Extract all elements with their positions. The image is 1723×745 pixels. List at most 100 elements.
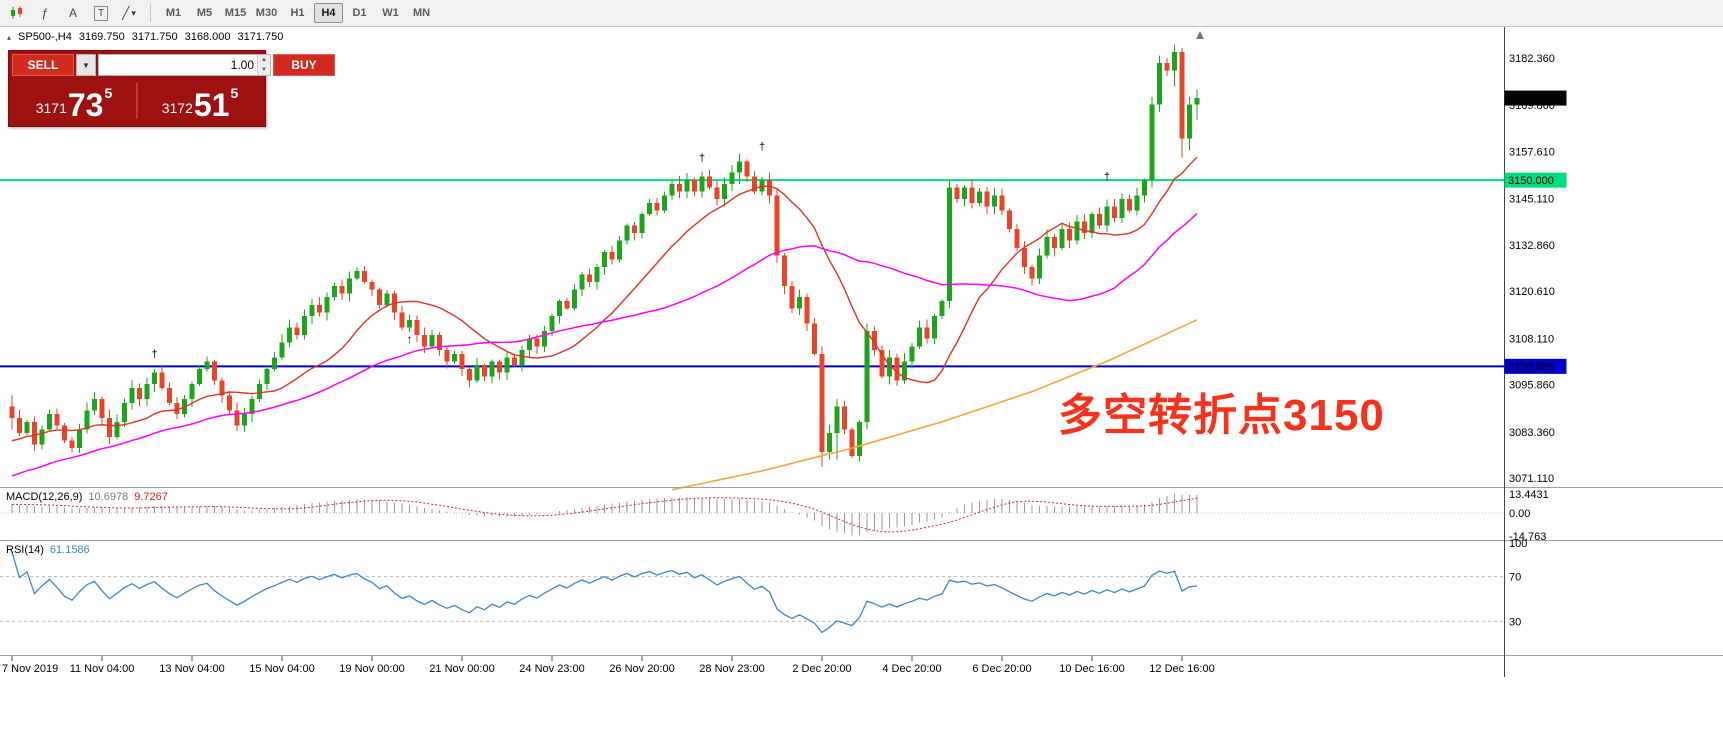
- chart-text-annotation[interactable]: 多空转折点3150: [1058, 391, 1385, 440]
- volume-spinner: ▲ ▼: [257, 55, 270, 75]
- volume-increase-button[interactable]: ▲: [258, 55, 270, 65]
- svg-text:3145.110: 3145.110: [1509, 194, 1554, 206]
- svg-text:3100.685: 3100.685: [1508, 361, 1554, 373]
- svg-text:0.00: 0.00: [1509, 508, 1530, 520]
- svg-text:24 Nov 23:00: 24 Nov 23:00: [519, 663, 584, 675]
- price-tags: 3171.750 3150.000 3100.685: [1504, 90, 1567, 374]
- svg-text:3120.610: 3120.610: [1509, 286, 1555, 298]
- svg-text:4 Dec 20:00: 4 Dec 20:00: [882, 663, 941, 675]
- buy-price-main: 51: [193, 86, 230, 123]
- toolbar: ƒ A T ╱ ▾ M1 M5 M15 M30 H1 H4 D1 W1 MN: [0, 0, 1723, 27]
- toolbar-separator: [150, 4, 151, 22]
- letter-t-glyph: T: [93, 5, 109, 21]
- chart-shift-icon[interactable]: [1196, 31, 1204, 39]
- timeframe-group: M1 M5 M15 M30 H1 H4 D1 W1 MN: [159, 3, 436, 23]
- chevron-down-icon: ▾: [131, 7, 136, 18]
- chart-markers[interactable]: † ↑ † † †: [151, 141, 1110, 361]
- function-glyph: ƒ: [41, 6, 49, 20]
- svg-text:2 Dec 20:00: 2 Dec 20:00: [792, 663, 851, 675]
- sell-price-prefix: 3171: [35, 100, 67, 116]
- svg-text:3182.360: 3182.360: [1509, 53, 1555, 65]
- sell-button[interactable]: SELL: [12, 54, 74, 76]
- svg-text:3083.360: 3083.360: [1509, 427, 1555, 439]
- svg-text:13 Nov 04:00: 13 Nov 04:00: [159, 663, 224, 675]
- chart-symbol-period: SP500-,H4: [18, 31, 72, 43]
- horizontal-line-objects[interactable]: [0, 179, 1504, 368]
- buy-price-display[interactable]: 3172 51 5: [138, 79, 262, 123]
- timeframe-d1[interactable]: D1: [352, 7, 367, 19]
- macd-header: MACD(12,26,9) 10.6978 9.7267: [6, 491, 168, 503]
- svg-text:21 Nov 00:00: 21 Nov 00:00: [429, 663, 494, 675]
- time-axis: 7 Nov 2019 11 Nov 04:00 13 Nov 04:00 15 Nov…: [2, 656, 1215, 675]
- timeframe-mn[interactable]: MN: [412, 7, 431, 19]
- svg-text:30: 30: [1509, 616, 1521, 628]
- svg-text:6 Dec 20:00: 6 Dec 20:00: [972, 663, 1031, 675]
- sell-price-pipette: 5: [104, 85, 113, 101]
- volume-input[interactable]: [99, 55, 257, 75]
- svg-text:↑: ↑: [407, 334, 413, 346]
- svg-text:100: 100: [1509, 538, 1527, 550]
- svg-text:3171.750: 3171.750: [1508, 93, 1554, 105]
- chart-symbol-icon: ▴: [7, 32, 12, 42]
- svg-text:70: 70: [1509, 572, 1521, 584]
- trendline-glyph: ╱: [122, 6, 130, 20]
- volume-decrease-button[interactable]: ▼: [258, 65, 270, 75]
- timeframe-m5[interactable]: M5: [196, 7, 213, 19]
- price-divider: [136, 83, 138, 119]
- rsi-value: 61.1586: [49, 544, 90, 556]
- svg-text:†: †: [1104, 171, 1110, 183]
- macd-signal-line: [12, 497, 1198, 533]
- chart-open-value: 3169.750: [78, 31, 125, 43]
- timeframe-m15[interactable]: M15: [224, 7, 247, 19]
- timeframe-h1[interactable]: H1: [290, 7, 305, 19]
- candlestick-glyph: [10, 6, 22, 19]
- svg-text:†: †: [759, 141, 765, 153]
- text-box-icon[interactable]: T: [88, 2, 114, 24]
- drawing-tools-icon[interactable]: ╱ ▾: [116, 2, 142, 24]
- sell-price-display[interactable]: 3171 73 5: [12, 79, 136, 123]
- macd-histogram: [11, 493, 1198, 536]
- svg-text:†: †: [151, 349, 157, 361]
- svg-text:3157.610: 3157.610: [1509, 146, 1555, 158]
- text-label-icon[interactable]: A: [60, 2, 86, 24]
- volume-dropdown-button[interactable]: ▼: [76, 54, 96, 76]
- svg-text:-14.763: -14.763: [1509, 531, 1546, 543]
- sell-price-main: 73: [67, 86, 104, 123]
- svg-text:†: †: [699, 152, 705, 164]
- macd-label: MACD(12,26,9): [6, 491, 83, 503]
- price-axis: 3182.3603169.8603157.6103145.1103132.860…: [1509, 53, 1555, 485]
- volume-input-wrap: ▲ ▼: [98, 54, 271, 76]
- svg-text:12 Dec 16:00: 12 Dec 16:00: [1149, 663, 1214, 675]
- chart-window: † ↑ † † † 3182.360 3169.860 3157.610 3145.110 313…: [0, 27, 1723, 745]
- svg-text:10 Dec 16:00: 10 Dec 16:00: [1059, 663, 1124, 675]
- chart-ohlc-header: ▴ SP500-,H4 3169.750 3171.750 3168.000 3…: [7, 31, 283, 43]
- rsi-level-lines: [0, 576, 1504, 622]
- one-click-trade-panel: SELL ▼ ▲ ▼ BUY 3171 73 5 3172 51 5: [8, 50, 335, 127]
- buy-button[interactable]: BUY: [273, 54, 335, 76]
- svg-text:26 Nov 20:00: 26 Nov 20:00: [609, 663, 674, 675]
- svg-text:3150.000: 3150.000: [1508, 175, 1554, 187]
- macd-signal-value: 9.7267: [134, 491, 168, 503]
- timeframe-w1[interactable]: W1: [382, 7, 399, 19]
- buy-price-prefix: 3172: [161, 100, 193, 116]
- svg-text:7 Nov 2019: 7 Nov 2019: [2, 663, 58, 675]
- svg-text:13.4431: 13.4431: [1509, 489, 1549, 501]
- candlestick-chart-icon[interactable]: [4, 2, 30, 24]
- letter-a-glyph: A: [68, 6, 77, 20]
- panel-frame[interactable]: [0, 27, 1723, 677]
- svg-text:3108.110: 3108.110: [1509, 333, 1554, 345]
- chart-high-value: 3171.750: [131, 31, 178, 43]
- buy-price-pipette: 5: [230, 85, 239, 101]
- chart-canvas[interactable]: †↑†††3182.3603169.8603157.6103145.110313…: [0, 27, 1723, 745]
- rsi-label: RSI(14): [6, 544, 44, 556]
- timeframe-h4[interactable]: H4: [314, 3, 343, 23]
- timeframe-m30[interactable]: M30: [255, 7, 278, 19]
- rsi-header: RSI(14) 61.1586: [6, 544, 90, 556]
- timeframe-m1[interactable]: M1: [165, 7, 182, 19]
- indicators-icon[interactable]: ƒ: [32, 2, 58, 24]
- chart-low-value: 3168.000: [184, 31, 231, 43]
- svg-text:3071.110: 3071.110: [1509, 473, 1554, 485]
- trade-panel-prices: 3171 73 5 3172 51 5: [12, 79, 262, 123]
- svg-text:28 Nov 23:00: 28 Nov 23:00: [699, 663, 764, 675]
